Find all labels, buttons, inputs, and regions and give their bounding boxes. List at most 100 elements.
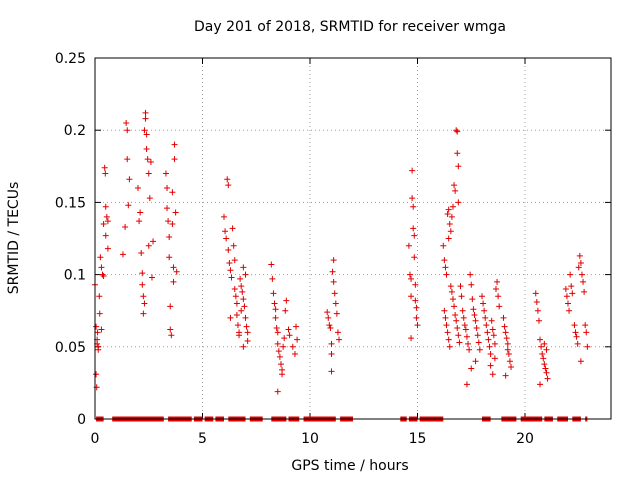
data-point <box>94 329 101 336</box>
data-point <box>442 314 449 321</box>
data-point <box>327 325 334 332</box>
data-point <box>275 348 282 355</box>
data-point <box>446 221 453 228</box>
data-point <box>101 164 108 171</box>
data-point <box>98 326 105 333</box>
data-point <box>567 271 574 278</box>
data-point <box>491 355 498 362</box>
data-point <box>455 332 462 339</box>
data-point <box>496 303 503 310</box>
data-point <box>539 351 546 358</box>
data-point <box>239 288 246 295</box>
data-point <box>448 288 455 295</box>
data-point <box>414 322 421 329</box>
data-point <box>412 281 419 288</box>
data-point <box>231 257 238 264</box>
data-point <box>483 322 490 329</box>
data-point <box>409 167 416 174</box>
data-point <box>222 228 229 235</box>
data-point <box>136 218 143 225</box>
data-point <box>228 274 235 281</box>
data-point <box>274 329 281 336</box>
data-point <box>445 206 452 213</box>
data-point <box>578 271 585 278</box>
x-tick-label: 10 <box>301 431 319 447</box>
data-point <box>408 335 415 342</box>
data-point <box>577 260 584 267</box>
data-point <box>282 307 289 314</box>
data-point <box>146 195 153 202</box>
data-point <box>408 275 415 282</box>
data-point <box>449 203 456 210</box>
data-point <box>123 119 130 126</box>
data-point <box>330 257 337 264</box>
data-point <box>454 150 461 157</box>
data-point <box>538 343 545 350</box>
data-point <box>486 343 493 350</box>
data-point <box>226 260 233 267</box>
data-point <box>577 358 584 365</box>
data-point <box>543 346 550 353</box>
data-point <box>223 235 230 242</box>
data-point <box>173 268 180 275</box>
data-point <box>227 314 234 321</box>
data-point <box>440 242 447 249</box>
data-point <box>143 131 150 138</box>
data-point <box>581 288 588 295</box>
data-point <box>471 312 478 319</box>
data-point <box>166 234 173 241</box>
data-point <box>171 141 178 148</box>
data-point <box>534 307 541 314</box>
data-point <box>289 343 296 350</box>
data-point <box>240 296 247 303</box>
data-point <box>269 275 276 282</box>
x-tick-label: 0 <box>91 431 100 447</box>
data-point <box>141 300 148 307</box>
data-point <box>241 303 248 310</box>
data-point <box>240 264 247 271</box>
data-point <box>331 290 338 297</box>
data-point <box>150 238 157 245</box>
data-point <box>472 358 479 365</box>
data-point <box>565 300 571 307</box>
data-point <box>535 317 542 324</box>
data-point <box>276 353 283 360</box>
data-point <box>273 325 280 332</box>
data-point <box>462 326 469 333</box>
data-point <box>504 340 511 347</box>
data-point <box>270 290 277 297</box>
data-point <box>572 329 579 336</box>
data-point <box>544 375 551 382</box>
data-point <box>231 286 238 293</box>
data-point <box>171 156 178 163</box>
data-point <box>452 187 459 194</box>
data-point <box>479 293 485 300</box>
data-point <box>584 343 591 350</box>
data-point <box>502 372 509 379</box>
data-point <box>562 286 569 293</box>
data-point <box>505 351 512 358</box>
data-point <box>103 213 110 220</box>
data-point <box>274 340 281 347</box>
data-point <box>573 333 580 340</box>
data-point <box>138 249 145 256</box>
data-point <box>410 225 417 232</box>
data-point <box>412 297 419 304</box>
y-tick-label: 0.1 <box>64 268 86 284</box>
data-point <box>229 225 236 232</box>
data-point <box>93 371 100 378</box>
data-point <box>104 245 111 252</box>
data-point <box>447 228 454 235</box>
data-point <box>233 312 240 319</box>
data-point <box>119 251 126 258</box>
data-point <box>503 335 510 342</box>
data-point <box>271 300 278 307</box>
data-point <box>506 358 513 365</box>
data-point <box>487 351 494 358</box>
data-point <box>411 254 418 261</box>
data-point <box>240 343 247 350</box>
data-point <box>124 156 131 163</box>
data-point <box>470 306 477 313</box>
data-point <box>540 355 547 362</box>
data-point <box>279 371 286 378</box>
